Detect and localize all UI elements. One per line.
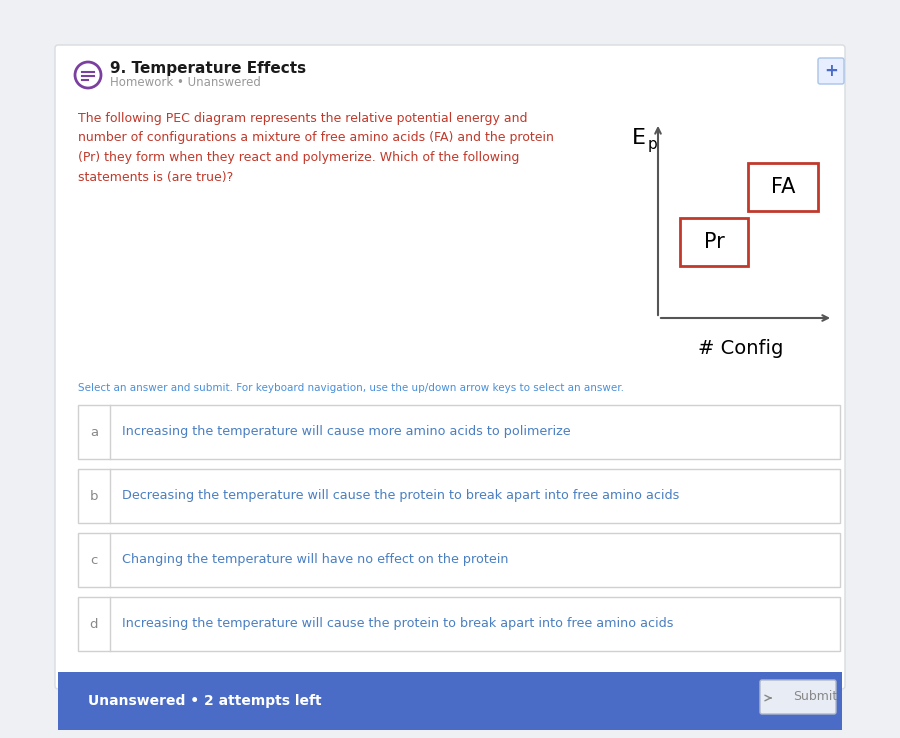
Text: Pr: Pr [704, 232, 725, 252]
Text: Homework • Unanswered: Homework • Unanswered [110, 77, 261, 89]
FancyBboxPatch shape [760, 680, 836, 714]
Text: Unanswered • 2 attempts left: Unanswered • 2 attempts left [88, 694, 321, 708]
FancyBboxPatch shape [55, 45, 845, 689]
Text: The following PEC diagram represents the relative potential energy and
number of: The following PEC diagram represents the… [78, 112, 554, 184]
FancyBboxPatch shape [680, 218, 748, 266]
Text: a: a [90, 426, 98, 438]
Text: Increasing the temperature will cause more amino acids to polimerize: Increasing the temperature will cause mo… [122, 426, 571, 438]
Text: b: b [90, 489, 98, 503]
Text: Changing the temperature will have no effect on the protein: Changing the temperature will have no ef… [122, 554, 508, 567]
FancyBboxPatch shape [748, 163, 818, 211]
FancyBboxPatch shape [78, 405, 840, 459]
Text: # Config: # Config [698, 339, 783, 357]
Text: Select an answer and submit. For keyboard navigation, use the up/down arrow keys: Select an answer and submit. For keyboar… [78, 383, 624, 393]
Text: d: d [90, 618, 98, 630]
FancyBboxPatch shape [78, 469, 840, 523]
Text: Submit: Submit [793, 691, 837, 703]
Text: Decreasing the temperature will cause the protein to break apart into free amino: Decreasing the temperature will cause th… [122, 489, 680, 503]
Text: FA: FA [770, 177, 796, 197]
Text: p: p [648, 137, 658, 153]
FancyBboxPatch shape [818, 58, 844, 84]
FancyBboxPatch shape [78, 533, 840, 587]
Text: c: c [90, 554, 98, 567]
Text: E: E [632, 128, 646, 148]
Text: +: + [824, 62, 838, 80]
FancyBboxPatch shape [58, 672, 842, 730]
Text: 9. Temperature Effects: 9. Temperature Effects [110, 61, 306, 75]
FancyBboxPatch shape [78, 597, 840, 651]
Text: Increasing the temperature will cause the protein to break apart into free amino: Increasing the temperature will cause th… [122, 618, 673, 630]
